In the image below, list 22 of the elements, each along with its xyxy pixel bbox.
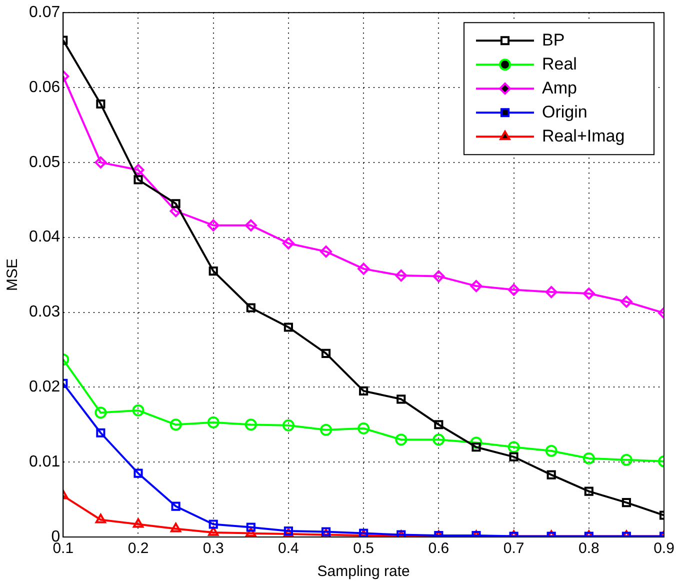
legend-label: Origin — [542, 102, 588, 122]
y-tick-label: 0.07 — [29, 4, 60, 22]
y-tick-label: 0.02 — [29, 378, 60, 396]
y-tick-label: 0.03 — [29, 304, 60, 321]
x-tick-label: 0.6 — [428, 540, 450, 558]
y-tick-label: 0.06 — [29, 78, 60, 96]
y-tick-label: 0.05 — [29, 154, 60, 171]
x-axis-title: Sampling rate — [317, 563, 410, 580]
y-tick-label: 0.01 — [29, 453, 60, 470]
legend-label: Real+Imag — [542, 126, 625, 146]
x-tick-label: 0.8 — [578, 540, 600, 558]
legend-label: Real — [542, 54, 577, 74]
y-axis-title: MSE — [4, 258, 22, 292]
x-tick-label: 0.9 — [654, 540, 674, 558]
x-tick-label: 0.3 — [202, 540, 224, 558]
x-tick-label: 0.5 — [353, 540, 374, 558]
legend-label: BP — [542, 30, 565, 50]
x-tick-label: 0.4 — [278, 540, 299, 558]
y-tick-label: 0.04 — [29, 228, 60, 246]
x-tick-label: 0.7 — [503, 540, 524, 558]
legend-label: Amp — [542, 78, 577, 98]
x-tick-label: 0.2 — [128, 540, 149, 558]
